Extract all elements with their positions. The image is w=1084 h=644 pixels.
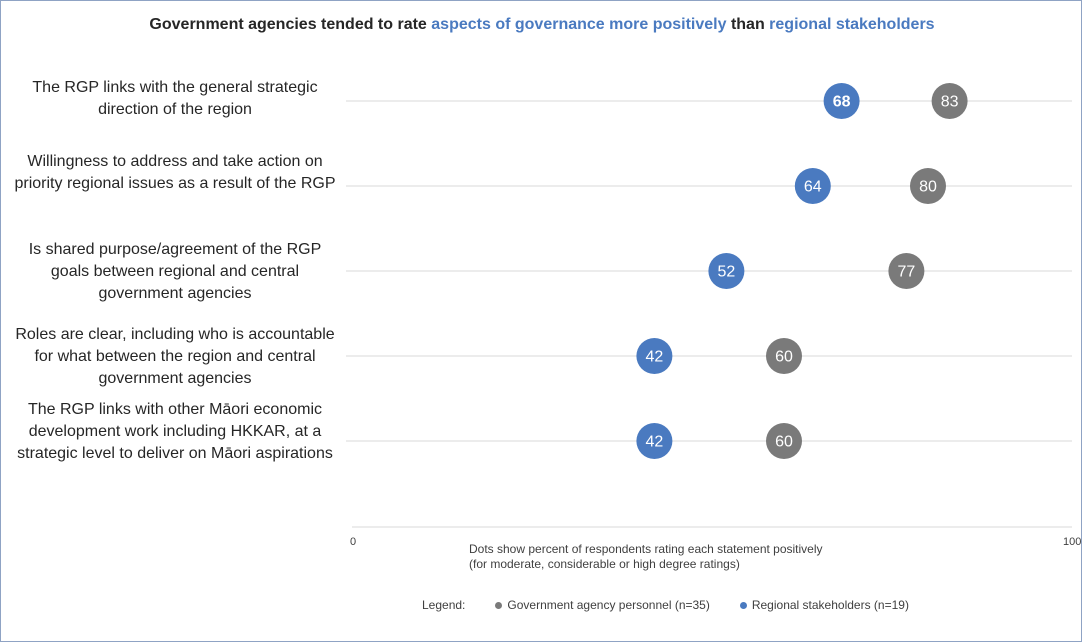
dot-marker-government-2 xyxy=(910,168,946,204)
dot-marker-regional-1 xyxy=(823,83,860,119)
dot-government-3: 77 xyxy=(888,253,925,289)
x-tick-0: 0 xyxy=(350,536,357,548)
dot-regional-5: 42 xyxy=(636,423,673,459)
x-axis-note-line2: (for moderate, considerable or high degr… xyxy=(469,557,740,571)
category-label-3: Is shared purpose/agreement of the RGP g… xyxy=(28,241,322,302)
legend-title: Legend: xyxy=(422,598,466,612)
dot-regional-1: 68 xyxy=(823,83,860,119)
dot-value-government-1: 83 xyxy=(941,94,959,111)
dot-value-regional-3: 52 xyxy=(718,264,736,281)
category-label-1: The RGP links with the general strategic… xyxy=(32,79,318,118)
title-prefix: Government agencies tended to rate xyxy=(149,16,432,33)
dot-value-regional-5: 42 xyxy=(646,434,664,451)
legend-item-government: Government agency personnel (n=35) xyxy=(495,598,710,612)
dot-marker-government-1 xyxy=(931,83,968,119)
x-axis-note-line1: Dots show percent of respondents rating … xyxy=(469,542,823,556)
category-label-2: Willingness to address and take action o… xyxy=(14,153,336,192)
dot-marker-government-5 xyxy=(766,423,802,459)
dot-marker-government-4 xyxy=(766,338,802,374)
dot-government-5: 60 xyxy=(766,423,802,459)
dot-value-regional-4: 42 xyxy=(646,349,664,366)
x-axis-note: Dots show percent of respondents rating … xyxy=(469,542,823,572)
dot-marker-government-3 xyxy=(888,253,925,289)
dot-marker-regional-2 xyxy=(794,168,831,204)
dot-government-1: 83 xyxy=(931,83,968,119)
dot-regional-3: 52 xyxy=(708,253,745,289)
title-highlight-stakeholders: regional stakeholders xyxy=(769,16,935,33)
title-highlight-agencies: aspects of governance more positively xyxy=(431,16,727,33)
dot-value-government-5: 60 xyxy=(775,434,793,451)
dot-value-regional-1: 68 xyxy=(833,94,851,111)
legend-label-regional: Regional stakeholders (n=19) xyxy=(751,598,909,612)
legend-marker-regional xyxy=(739,601,747,609)
dot-value-government-2: 80 xyxy=(919,179,937,196)
dot-government-2: 80 xyxy=(910,168,946,204)
dot-marker-regional-3 xyxy=(708,253,745,289)
legend-label-government: Government agency personnel (n=35) xyxy=(507,598,710,612)
dot-marker-regional-4 xyxy=(636,338,673,374)
legend-marker-government xyxy=(495,601,503,609)
title-middle: than xyxy=(726,16,770,33)
dot-marker-regional-5 xyxy=(636,423,673,459)
legend-item-regional: Regional stakeholders (n=19) xyxy=(739,598,909,612)
x-tick-100: 100 xyxy=(1063,536,1082,548)
category-label-4: Roles are clear, including who is accoun… xyxy=(15,326,335,387)
dot-regional-4: 42 xyxy=(636,338,673,374)
dot-government-4: 60 xyxy=(766,338,802,374)
legend: Legend: Government agency personnel (n=3… xyxy=(422,598,909,612)
dot-value-government-3: 77 xyxy=(898,264,916,281)
category-label-5: The RGP links with other Māori economic … xyxy=(17,401,333,462)
chart-title: Government agencies tended to rate aspec… xyxy=(0,16,1084,34)
dot-regional-2: 64 xyxy=(794,168,831,204)
dot-value-regional-2: 64 xyxy=(804,179,822,196)
dot-value-government-4: 60 xyxy=(775,349,793,366)
